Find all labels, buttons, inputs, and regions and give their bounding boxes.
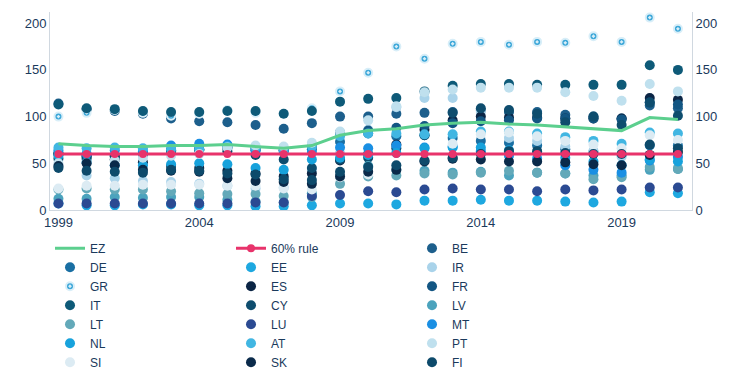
svg-text:EE: EE xyxy=(271,261,287,275)
svg-text:0: 0 xyxy=(39,203,46,218)
svg-text:SK: SK xyxy=(271,356,287,370)
svg-text:150: 150 xyxy=(25,62,47,77)
svg-text:2014: 2014 xyxy=(466,215,495,230)
svg-text:LT: LT xyxy=(90,318,104,332)
svg-text:50: 50 xyxy=(32,156,46,171)
svg-text:CY: CY xyxy=(271,299,288,313)
svg-text:DE: DE xyxy=(90,261,107,275)
svg-text:FI: FI xyxy=(452,356,463,370)
svg-text:200: 200 xyxy=(696,16,718,31)
svg-text:IT: IT xyxy=(90,299,101,313)
svg-text:MT: MT xyxy=(452,318,470,332)
svg-text:60% rule: 60% rule xyxy=(271,242,319,256)
svg-text:50: 50 xyxy=(696,156,710,171)
svg-text:100: 100 xyxy=(696,109,718,124)
svg-text:IR: IR xyxy=(452,261,464,275)
svg-text:FR: FR xyxy=(452,280,468,294)
svg-text:200: 200 xyxy=(25,16,47,31)
svg-text:SI: SI xyxy=(90,356,101,370)
svg-text:100: 100 xyxy=(25,109,47,124)
svg-text:NL: NL xyxy=(90,337,106,351)
svg-text:0: 0 xyxy=(696,203,703,218)
svg-text:ES: ES xyxy=(271,280,287,294)
svg-text:1999: 1999 xyxy=(44,215,73,230)
svg-text:2019: 2019 xyxy=(607,215,636,230)
svg-text:PT: PT xyxy=(452,337,468,351)
svg-text:AT: AT xyxy=(271,337,286,351)
svg-text:2009: 2009 xyxy=(326,215,355,230)
svg-text:EZ: EZ xyxy=(90,242,105,256)
svg-text:LU: LU xyxy=(271,318,286,332)
svg-text:BE: BE xyxy=(452,242,468,256)
svg-text:GR: GR xyxy=(90,280,108,294)
svg-text:LV: LV xyxy=(452,299,466,313)
svg-text:2004: 2004 xyxy=(185,215,214,230)
svg-text:150: 150 xyxy=(696,62,718,77)
